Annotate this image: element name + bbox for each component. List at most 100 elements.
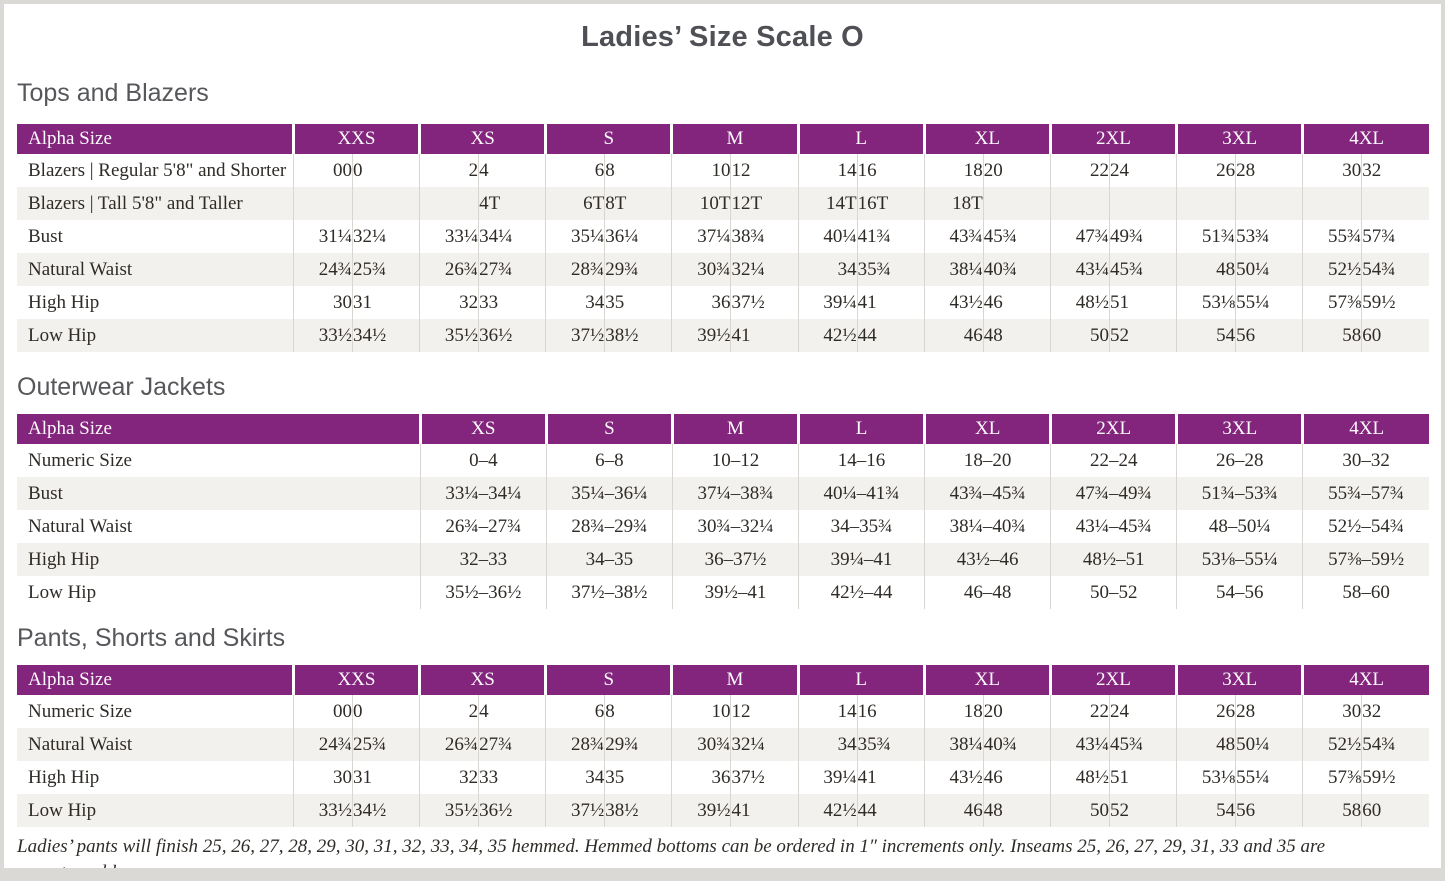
- outerwear-jackets-size-table: Alpha Size XS S M L XL 2XL 3XL 4XL Numeric Size 0–…: [17, 414, 1429, 609]
- table-row: Numeric Size 0–4 6–8 10–12 14–16 18–20 22–24 26…: [17, 444, 1429, 477]
- row-label: High Hip: [28, 548, 100, 570]
- size-value-cell: 30: [292, 286, 353, 319]
- size-range-cell: 43¾–45¾: [924, 477, 1051, 510]
- size-value-cell: 35: [604, 286, 672, 319]
- size-value-cell: 48: [982, 794, 1051, 827]
- size-column-header-2xl: 2XL: [1049, 414, 1177, 444]
- size-value-cell: 35½: [419, 319, 479, 352]
- size-range-cell: 30–32: [1302, 444, 1429, 477]
- size-value-cell: 60: [1361, 794, 1429, 827]
- size-value-cell: 32: [419, 761, 479, 794]
- document-page: Ladies’ Size Scale O Tops and Blazers Al…: [4, 4, 1441, 868]
- size-value-cell: 2: [419, 154, 479, 187]
- size-range-cell: 32–33: [419, 543, 547, 576]
- size-value-cell: 43½: [923, 286, 984, 319]
- size-range-cell: 37¼–38¾: [671, 477, 799, 510]
- size-value-cell: 39¼: [797, 761, 858, 794]
- size-column-header-m: M: [670, 414, 799, 444]
- size-value-cell: 30: [292, 761, 353, 794]
- row-label: High Hip: [28, 766, 100, 788]
- size-value-cell: 53⅛: [1176, 286, 1236, 319]
- size-range-cell: 39¼–41: [798, 543, 925, 576]
- size-column-header-s: S: [544, 414, 673, 444]
- size-value-cell: 32¼: [730, 728, 799, 761]
- row-label: Low Hip: [28, 324, 97, 346]
- size-value-cell: 37½: [730, 286, 799, 319]
- row-label: Bust: [28, 225, 63, 247]
- size-column-header-4xl: 4XL: [1301, 124, 1429, 154]
- size-value-cell: 38½: [604, 319, 672, 352]
- size-value-cell: 26: [1176, 154, 1236, 187]
- size-range-cell: 0–4: [419, 444, 547, 477]
- size-value-cell: 26¾: [419, 253, 479, 286]
- size-value-cell: 43¼: [1049, 728, 1110, 761]
- size-value-cell: 33½: [292, 319, 353, 352]
- size-value-cell: 24: [1108, 695, 1177, 728]
- size-value-cell: [419, 187, 479, 220]
- size-value-cell: 52½: [1302, 253, 1362, 286]
- row-label: Numeric Size: [28, 700, 132, 722]
- table-row: Low Hip 33½ 34½ 35½ 36½ 37½ 38½ 39½ 41 42½ 44 46 48 5…: [17, 319, 1429, 352]
- size-column-header-3xl: 3XL: [1175, 665, 1303, 695]
- size-value-cell: 31¼: [292, 220, 353, 253]
- size-value-cell: 50: [1049, 319, 1110, 352]
- size-value-cell: 12T: [730, 187, 799, 220]
- size-value-cell: 51: [1108, 286, 1177, 319]
- size-range-cell: 36–37½: [671, 543, 799, 576]
- size-value-cell: 28: [1235, 695, 1303, 728]
- size-value-cell: 35½: [419, 794, 479, 827]
- size-value-cell: 22: [1049, 154, 1110, 187]
- size-range-cell: 46–48: [924, 576, 1051, 609]
- size-value-cell: 32: [1361, 695, 1429, 728]
- size-range-cell: 51¾–53¾: [1176, 477, 1303, 510]
- size-value-cell: 40¼: [797, 220, 858, 253]
- row-label: High Hip: [28, 291, 100, 313]
- size-value-cell: [982, 187, 1051, 220]
- size-range-cell: 55¾–57¾: [1302, 477, 1429, 510]
- size-value-cell: [1302, 187, 1362, 220]
- size-range-cell: 33¼–34¼: [419, 477, 547, 510]
- size-value-cell: 37½: [545, 319, 605, 352]
- alpha-size-header: Alpha Size: [17, 665, 294, 695]
- size-value-cell: 0: [351, 154, 420, 187]
- size-value-cell: 35¾: [856, 728, 925, 761]
- size-value-cell: 32: [419, 286, 479, 319]
- pants-shorts-skirts-size-table: Alpha Size XXS XS S M L XL 2XL 3XL 4XL Numeric Siz…: [17, 665, 1429, 827]
- table-row: High Hip 30 31 32 33 34 35 36 37½ 39¼ 41 43½ 46 48½ 51…: [17, 761, 1429, 794]
- section-heading-outerwear-jackets: Outerwear Jackets: [17, 373, 226, 401]
- size-value-cell: 54: [1176, 319, 1236, 352]
- size-value-cell: 37½: [545, 794, 605, 827]
- size-value-cell: 37¼: [671, 220, 731, 253]
- size-value-cell: 0: [351, 695, 420, 728]
- size-value-cell: 29¾: [604, 728, 672, 761]
- size-range-cell: 53⅛–55¼: [1176, 543, 1303, 576]
- size-range-cell: 39½–41: [671, 576, 799, 609]
- size-value-cell: 4T: [478, 187, 546, 220]
- size-value-cell: 16: [856, 695, 925, 728]
- size-value-cell: 46: [982, 286, 1051, 319]
- size-value-cell: 52: [1108, 794, 1177, 827]
- size-value-cell: 45¾: [982, 220, 1051, 253]
- size-value-cell: 30¾: [671, 728, 731, 761]
- size-value-cell: 51¾: [1176, 220, 1236, 253]
- hemming-footnote: Ladies’ pants will finish 25, 26, 27, 28…: [17, 836, 1326, 868]
- size-value-cell: 36: [671, 286, 731, 319]
- size-value-cell: 42½: [797, 319, 858, 352]
- size-value-cell: 53¾: [1235, 220, 1303, 253]
- size-value-cell: 48½: [1049, 761, 1110, 794]
- size-column-header-2xl: 2XL: [1048, 665, 1177, 695]
- size-range-cell: 40¼–41¾: [798, 477, 925, 510]
- size-value-cell: [1176, 187, 1236, 220]
- size-range-cell: 14–16: [798, 444, 925, 477]
- size-value-cell: 32¼: [730, 253, 799, 286]
- size-range-cell: 50–52: [1050, 576, 1177, 609]
- size-value-cell: 56: [1235, 794, 1303, 827]
- size-range-cell: 54–56: [1176, 576, 1303, 609]
- size-value-cell: 31: [351, 761, 420, 794]
- row-label: Natural Waist: [28, 733, 133, 755]
- size-value-cell: 50¼: [1235, 728, 1303, 761]
- size-range-cell: 26–28: [1176, 444, 1303, 477]
- tops-and-blazers-size-table: Alpha Size XXS XS S M L XL 2XL 3XL 4XL Blazers | R…: [17, 124, 1429, 352]
- size-value-cell: 38¼: [923, 253, 984, 286]
- size-value-cell: 29¾: [604, 253, 672, 286]
